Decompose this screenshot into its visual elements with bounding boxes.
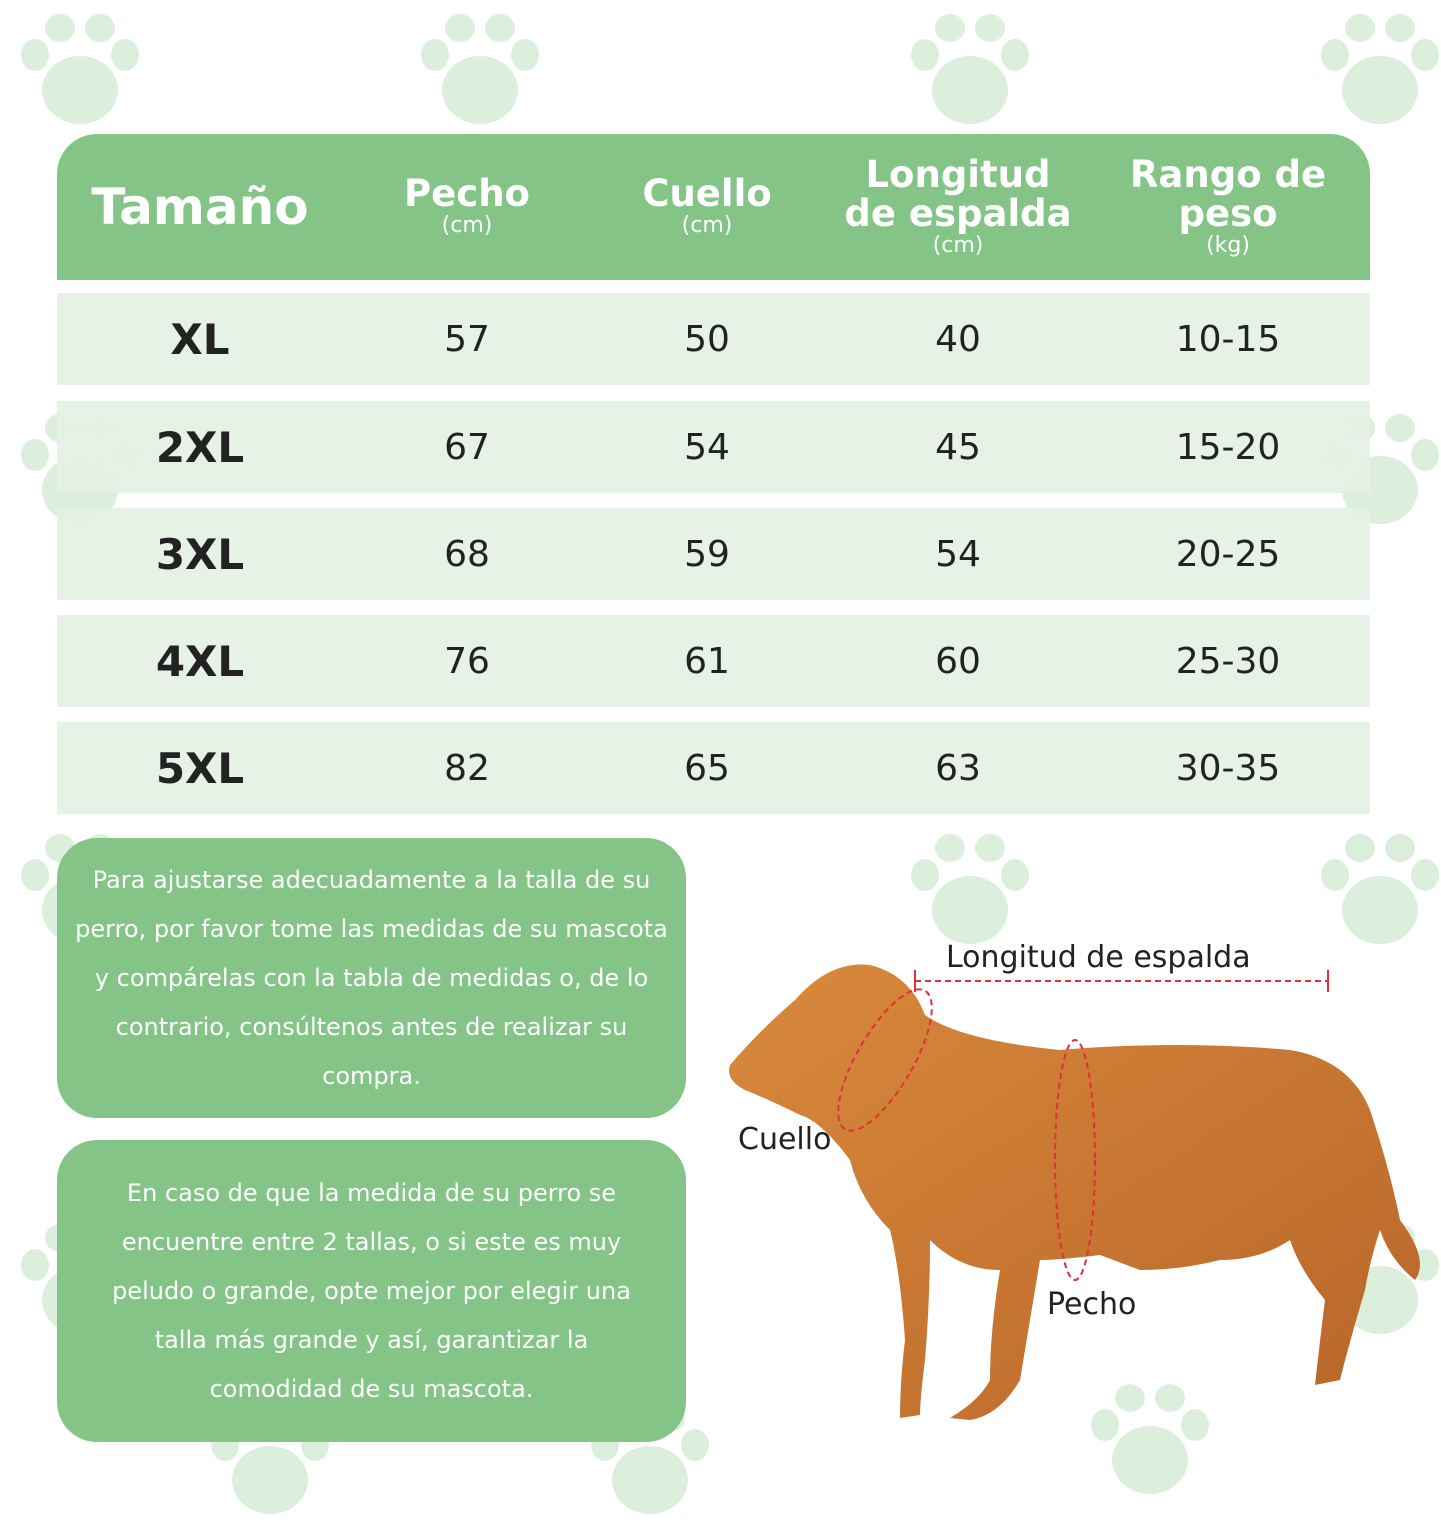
table-row: 5XL 82 65 63 30-35 — [57, 722, 1370, 814]
paw-icon — [421, 14, 539, 124]
cell-size: 2XL — [155, 422, 245, 472]
cell-back: 45 — [935, 426, 981, 468]
cell-size: 3XL — [155, 529, 245, 579]
cell-weight: 30-35 — [1175, 747, 1281, 789]
chest-measure-line — [1054, 1039, 1096, 1281]
header-weight-unit: (kg) — [1206, 232, 1250, 258]
measuring-note: Para ajustarse adecuadamente a la talla … — [57, 838, 686, 1118]
cell-chest: 57 — [444, 318, 490, 360]
header-back: Longitud de espalda — [844, 153, 1072, 235]
cell-neck: 54 — [684, 426, 730, 468]
paw-icon — [1091, 1384, 1209, 1494]
cell-chest: 76 — [444, 640, 490, 682]
paw-icon — [1321, 834, 1439, 944]
cell-weight: 10-15 — [1175, 318, 1281, 360]
cell-back: 54 — [935, 533, 981, 575]
measuring-note-text: Para ajustarse adecuadamente a la talla … — [75, 865, 668, 1090]
header-chest-unit: (cm) — [441, 213, 493, 239]
cell-chest: 68 — [444, 533, 490, 575]
header-neck: Cuello — [642, 172, 772, 216]
sizing-advice-text: En caso de que la medida de su perro se … — [112, 1178, 631, 1403]
cell-chest: 82 — [444, 747, 490, 789]
sizing-advice-note: En caso de que la medida de su perro se … — [57, 1140, 686, 1442]
cell-weight: 20-25 — [1175, 533, 1281, 575]
dog-measurement-illustration — [729, 964, 1420, 1420]
cell-back: 40 — [935, 318, 981, 360]
cell-size: 4XL — [155, 636, 245, 686]
paw-icon — [911, 834, 1029, 944]
paw-icon — [1321, 14, 1439, 124]
table-row: 2XL 67 54 45 15-20 — [57, 401, 1370, 493]
cell-neck: 61 — [684, 640, 730, 682]
cell-neck: 59 — [684, 533, 730, 575]
neck-label: Cuello — [738, 1122, 832, 1157]
cell-weight: 25-30 — [1175, 640, 1281, 682]
dog-icon — [729, 964, 1420, 1420]
header-neck-unit: (cm) — [681, 213, 733, 239]
header-back-unit: (cm) — [932, 232, 984, 258]
header-weight: Rango de peso — [1129, 153, 1327, 235]
back-length-label: Longitud de espalda — [946, 940, 1251, 975]
cell-neck: 50 — [684, 318, 730, 360]
table-row: 3XL 68 59 54 20-25 — [57, 508, 1370, 600]
paw-icon — [21, 14, 139, 124]
header-chest: Pecho — [404, 172, 530, 216]
table-header: Tamaño Pecho (cm) Cuello (cm) Longitud de … — [57, 134, 1370, 280]
cell-chest: 67 — [444, 426, 490, 468]
cell-size: 5XL — [155, 743, 245, 793]
cell-size: XL — [170, 314, 230, 364]
table-row: 4XL 76 61 60 25-30 — [57, 615, 1370, 707]
cell-back: 63 — [935, 747, 981, 789]
paw-icon — [911, 14, 1029, 124]
table-row: XL 57 50 40 10-15 — [57, 293, 1370, 385]
neck-measure-line — [837, 988, 933, 1132]
chest-label: Pecho — [1047, 1287, 1137, 1322]
cell-neck: 65 — [684, 747, 730, 789]
cell-weight: 15-20 — [1175, 426, 1281, 468]
header-size: Tamaño — [91, 178, 309, 236]
cell-back: 60 — [935, 640, 981, 682]
